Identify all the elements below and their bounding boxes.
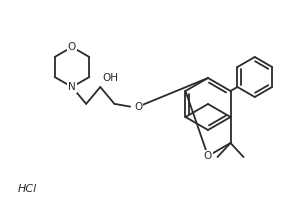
Text: HCl: HCl [18, 184, 37, 194]
Text: O: O [68, 42, 76, 52]
Text: O: O [204, 151, 212, 161]
Text: O: O [134, 102, 142, 112]
Text: OH: OH [102, 73, 118, 83]
Text: N: N [68, 82, 76, 92]
